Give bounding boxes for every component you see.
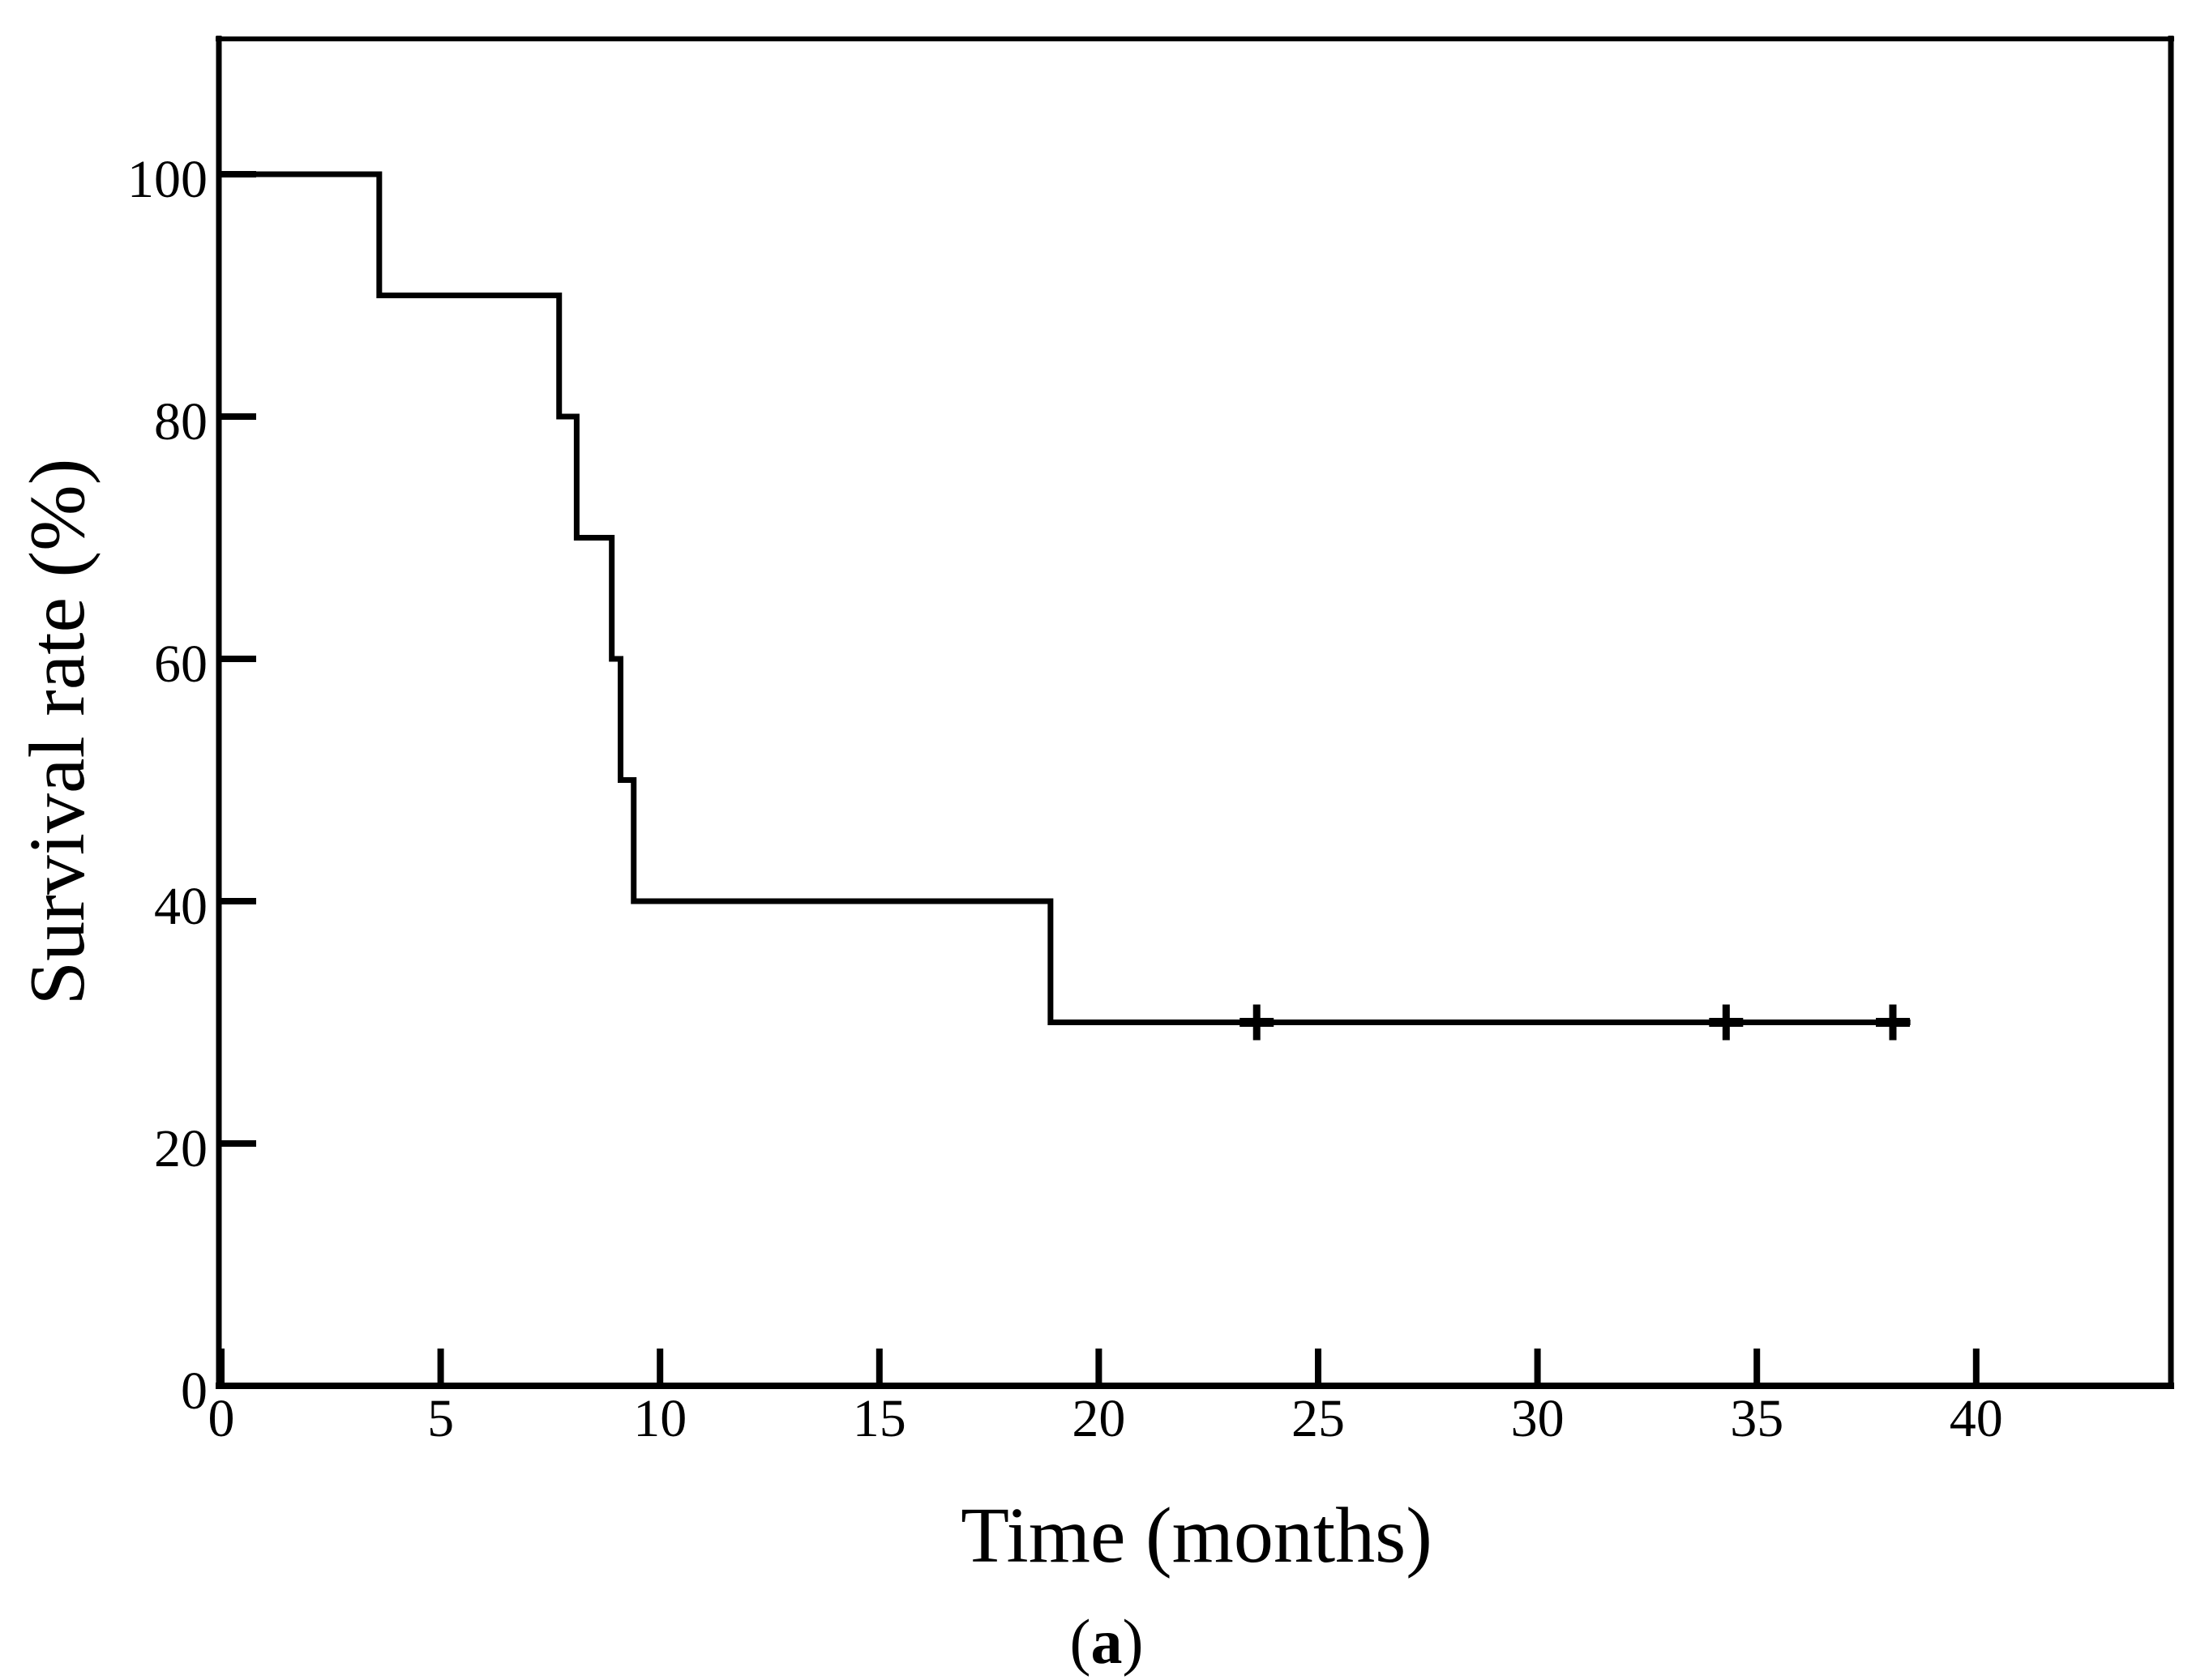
censor-mark [1709,1004,1744,1041]
y-tick-label: 40 [154,877,208,936]
y-tick-label: 80 [154,392,208,451]
x-tick-label: 10 [633,1389,687,1448]
censor-mark [1875,1004,1910,1041]
x-tick-label: 5 [427,1389,454,1448]
x-tick-label: 25 [1291,1389,1345,1448]
x-tick-label: 35 [1730,1389,1783,1448]
x-tick-label: 30 [1511,1389,1565,1448]
x-axis-title: Time (months) [961,1492,1432,1580]
y-tick-label: 20 [154,1119,208,1178]
caption-letter: a [1091,1606,1123,1677]
curve-layer [221,171,1911,1041]
x-tick-label: 40 [1950,1389,2003,1448]
y-tick-label: 0 [181,1362,208,1421]
survival-curve [221,171,1911,1025]
figure-caption: (a) [1070,1606,1144,1677]
y-tick-label: 100 [127,150,208,209]
x-tick-label: 20 [1072,1389,1125,1448]
axes-layer: 0 20 40 60 80 100 0 5 10 15 20 25 30 35 40 [127,36,2174,1448]
censor-mark [1239,1004,1274,1041]
x-tick-label: 0 [208,1389,235,1448]
y-axis-title: Survival rate (%) [14,459,101,1006]
y-tick-label: 60 [154,635,208,694]
caption-open-paren: ( [1070,1606,1091,1677]
x-tick-label: 15 [853,1389,906,1448]
caption-close-paren: ) [1123,1606,1144,1677]
